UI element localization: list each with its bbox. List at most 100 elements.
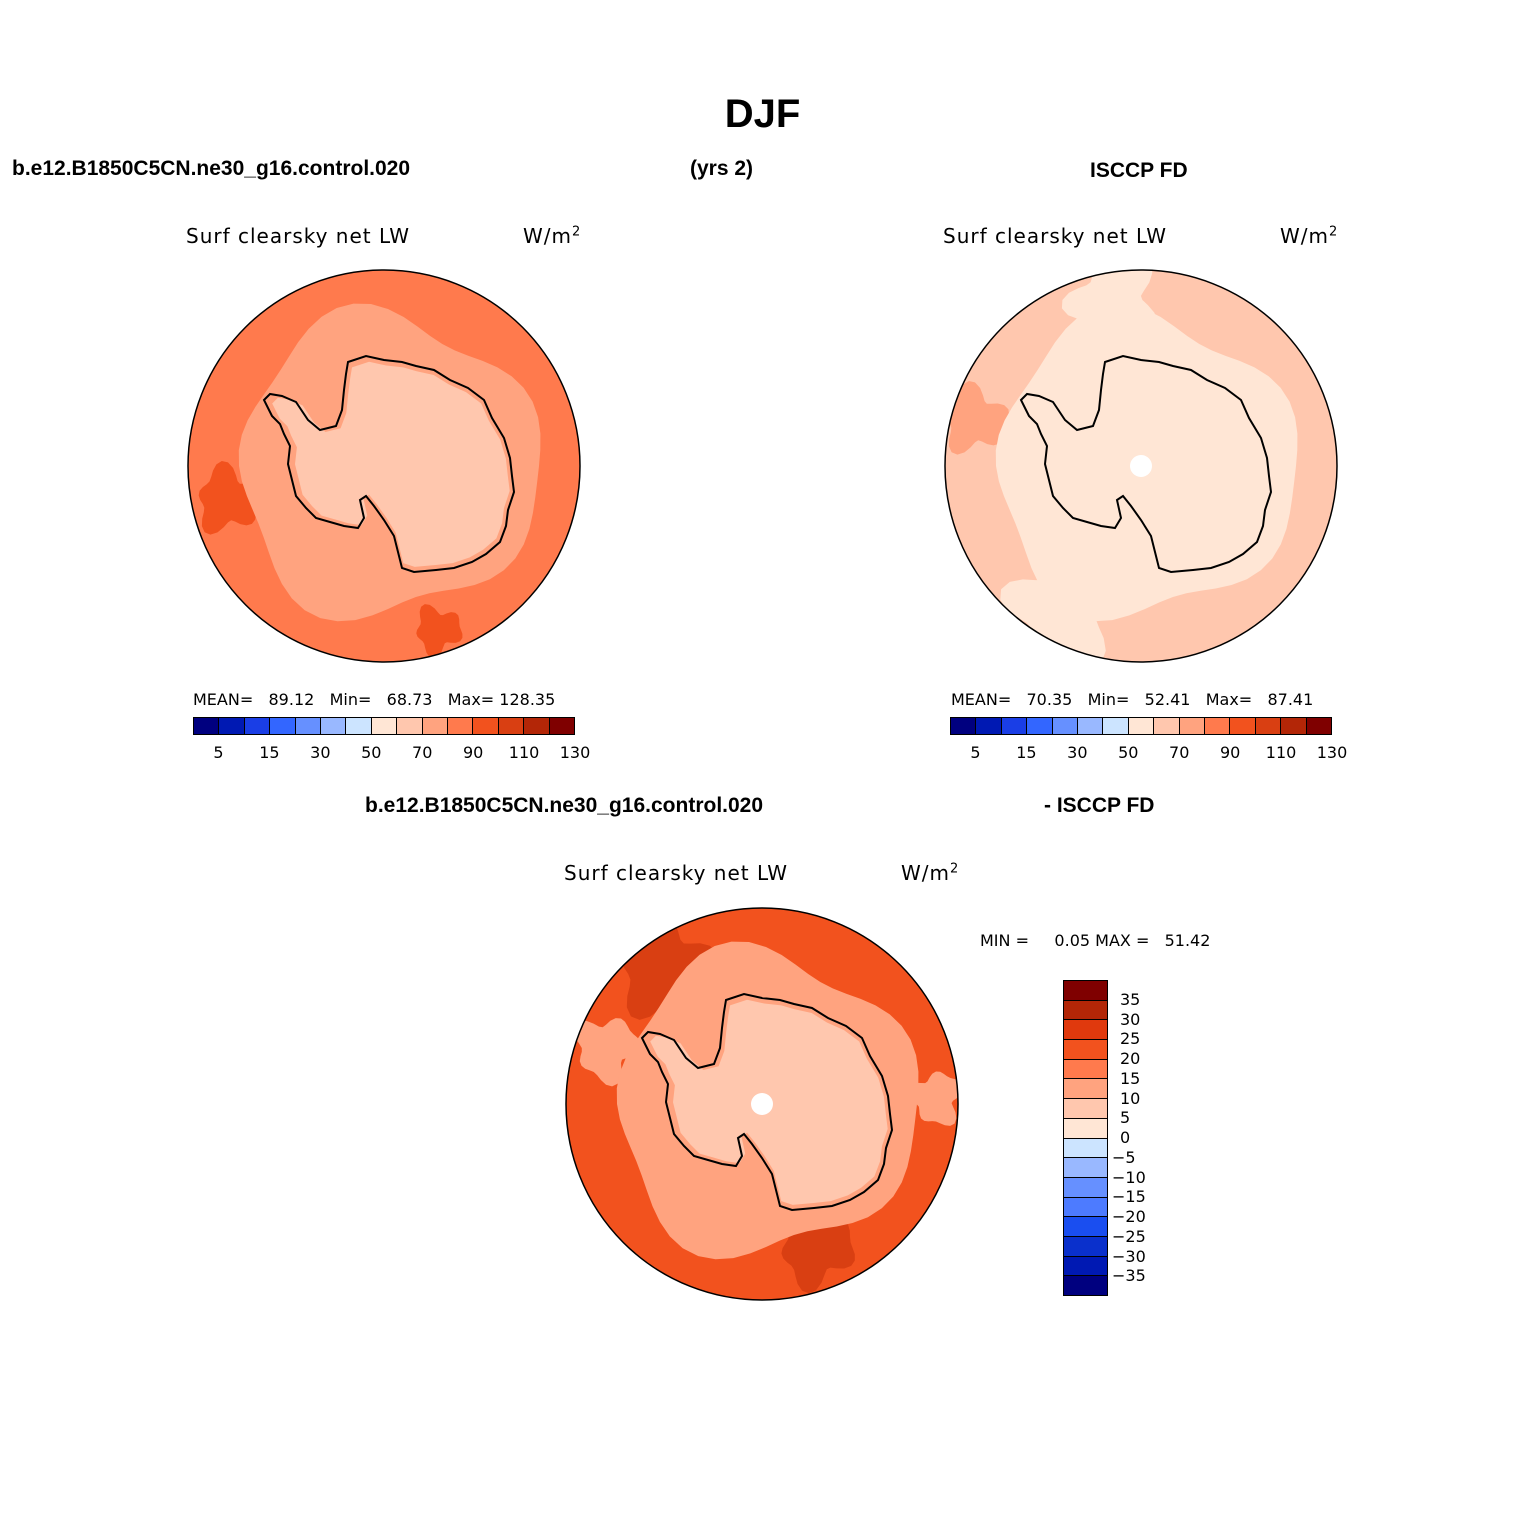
- panel3-stats: MIN = 0.05 MAX = 51.42: [980, 931, 1211, 950]
- colorbar-swatch: [1064, 1099, 1107, 1119]
- map-boundary: [187, 269, 581, 663]
- colorbar-tick-label: 15: [259, 743, 280, 762]
- colorbar-swatch: [1281, 718, 1307, 734]
- colorbar-swatch: [1064, 1138, 1107, 1159]
- colorbar-swatch: [549, 718, 575, 734]
- colorbar-tick-label: 15: [1016, 743, 1037, 762]
- colorbar-swatch: [1001, 718, 1028, 734]
- colorbar-tick-label: −15: [1112, 1187, 1146, 1207]
- colorbar-tick-label: 30: [310, 743, 331, 762]
- colorbar-tick-label: 70: [412, 743, 433, 762]
- obs-name-header: ISCCP FD: [1090, 159, 1188, 182]
- colorbar-tick-label: 110: [1265, 743, 1297, 762]
- colorbar-swatch: [1064, 1040, 1107, 1060]
- colorbar-tick-label: 30: [1120, 1009, 1141, 1029]
- colorbar-tick-label: 50: [361, 743, 382, 762]
- colorbar-swatch: [951, 718, 977, 734]
- colorbar-tick-label: −35: [1112, 1266, 1146, 1286]
- colorbar-tick-label: 5: [1120, 1108, 1131, 1128]
- colorbar-tick-label: −5: [1112, 1147, 1136, 1167]
- colorbar-swatch: [244, 718, 271, 734]
- model-polar-map: [187, 269, 581, 663]
- figure-title: DJF: [724, 92, 801, 136]
- panel1-variable-label: Surf clearsky net LW: [186, 224, 411, 248]
- contour-patch: [198, 461, 263, 535]
- map-boundary: [944, 269, 1338, 663]
- colorbar-tick-label: 15: [1120, 1068, 1141, 1088]
- colorbar-tick-label: −25: [1112, 1226, 1146, 1246]
- diff-obs-name-header: - ISCCP FD: [1044, 794, 1155, 817]
- panel2-variable-label: Surf clearsky net LW: [943, 224, 1168, 248]
- panel2-stats: MEAN= 70.35 Min= 52.41 Max= 87.41: [951, 690, 1314, 709]
- diff-case-name-header: b.e12.B1850C5CN.ne30_g16.control.020: [365, 794, 764, 817]
- colorbar-swatch: [1064, 1020, 1107, 1041]
- colorbar-swatch: [1064, 1059, 1107, 1080]
- colorbar-swatch: [346, 718, 372, 734]
- diff-colorbar: [1063, 980, 1108, 1296]
- colorbar-swatch: [473, 718, 499, 734]
- colorbar-swatch: [1179, 718, 1206, 734]
- colorbar-tick-label: 20: [1120, 1049, 1141, 1068]
- colorbar-tick-label: 30: [1067, 743, 1088, 762]
- panel1-units-label: W/m2: [523, 224, 582, 248]
- antarctica-coastline: [640, 992, 894, 1212]
- colorbar-swatch: [219, 718, 245, 734]
- panel3-units-label: W/m2: [901, 861, 960, 885]
- colorbar-swatch: [1064, 1079, 1107, 1100]
- antarctic-interior-field: [272, 361, 510, 567]
- colorbar-swatch: [524, 718, 550, 734]
- colorbar-tick-label: 70: [1169, 743, 1190, 762]
- colorbar-swatch: [422, 718, 449, 734]
- colorbar-swatch: [1078, 718, 1104, 734]
- colorbar-swatch: [1128, 718, 1155, 734]
- colorbar-swatch: [1103, 718, 1129, 734]
- colorbar-swatch: [1154, 718, 1180, 734]
- colorbar-tick-label: 25: [1120, 1029, 1141, 1049]
- colorbar-swatch: [194, 718, 220, 734]
- colorbar-swatch: [1064, 1217, 1107, 1237]
- colorbar-swatch: [1064, 981, 1107, 1001]
- colorbar-swatch: [1064, 1000, 1107, 1021]
- colorbar-tick-label: 130: [1316, 743, 1348, 762]
- pole-mask: [1130, 455, 1152, 477]
- panel3-variable-label: Surf clearsky net LW: [564, 861, 789, 885]
- colorbar-swatch: [295, 718, 322, 734]
- colorbar-swatch: [397, 718, 423, 734]
- colorbar-swatch: [1064, 1197, 1107, 1218]
- colorbar-swatch: [448, 718, 474, 734]
- pole-mask: [751, 1093, 773, 1115]
- colorbar-swatch: [1230, 718, 1256, 734]
- colorbar-swatch: [1052, 718, 1079, 734]
- colorbar-swatch: [1064, 1276, 1107, 1295]
- colorbar-tick-label: −10: [1112, 1167, 1146, 1187]
- colorbar-swatch: [1064, 1118, 1107, 1139]
- colorbar-swatch: [1064, 1177, 1107, 1198]
- colorbar-tick-label: 0: [1120, 1128, 1131, 1147]
- colorbar-swatch: [1064, 1236, 1107, 1257]
- colorbar-tick-label: 5: [970, 743, 981, 762]
- colorbar-tick-label: 35: [1120, 989, 1141, 1009]
- contour-patch: [416, 604, 463, 659]
- colorbar-swatch: [976, 718, 1002, 734]
- map-boundary: [565, 907, 959, 1301]
- colorbar-swatch: [498, 718, 525, 734]
- colorbar-swatch: [371, 718, 398, 734]
- contour-patch: [945, 381, 1010, 455]
- panel2-units-label: W/m2: [1280, 224, 1339, 248]
- obs-polar-map: [944, 269, 1338, 663]
- years-header: (yrs 2): [690, 157, 754, 180]
- colorbar-tick-label: 110: [508, 743, 540, 762]
- colorbar-swatch: [270, 718, 296, 734]
- colorbar-tick-label: 130: [559, 743, 591, 762]
- difference-polar-map: [565, 907, 959, 1301]
- colorbar-swatch: [1027, 718, 1053, 734]
- case-name-header: b.e12.B1850C5CN.ne30_g16.control.020: [12, 157, 411, 180]
- antarctica-coastline: [1019, 354, 1273, 574]
- colorbar-tick-label: 50: [1118, 743, 1139, 762]
- colorbar-swatch: [321, 718, 347, 734]
- colorbar-swatch: [1205, 718, 1231, 734]
- contour-patch: [572, 1018, 642, 1087]
- contour-patch: [903, 1071, 958, 1126]
- colorbar-swatch: [1255, 718, 1282, 734]
- antarctica-coastline: [262, 354, 516, 574]
